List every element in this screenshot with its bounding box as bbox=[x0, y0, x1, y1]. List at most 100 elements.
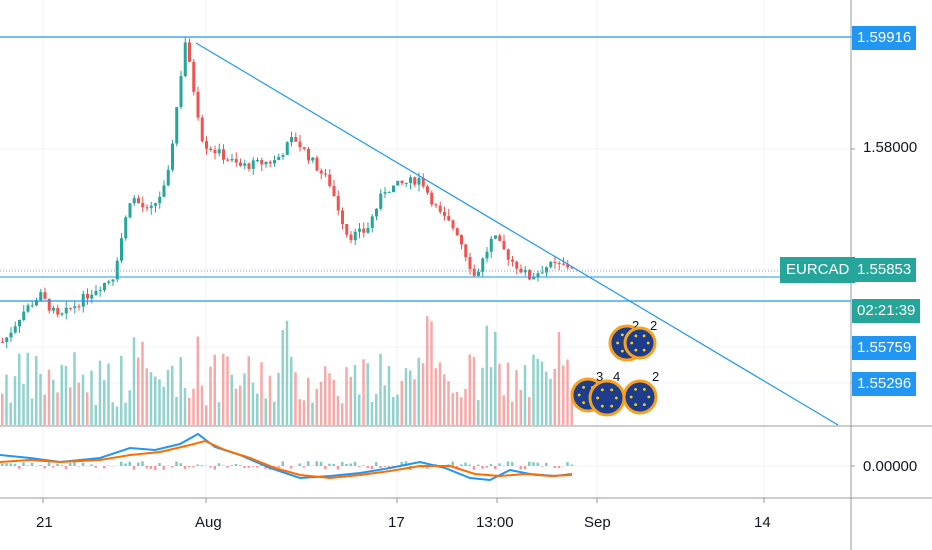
volume-bar bbox=[183, 388, 187, 425]
volume-bar bbox=[519, 389, 522, 425]
candle-body bbox=[47, 298, 51, 311]
volume-bar bbox=[349, 376, 352, 425]
volume-bar bbox=[69, 387, 72, 425]
volume-bar bbox=[460, 397, 463, 425]
volume-bar bbox=[447, 381, 450, 425]
macd-histogram-bar bbox=[149, 466, 153, 469]
flag-star-icon bbox=[643, 403, 646, 407]
economic-event-icon bbox=[588, 379, 626, 417]
macd-histogram-bar bbox=[141, 461, 144, 466]
volume-bar bbox=[60, 364, 63, 425]
macd-histogram-bar bbox=[64, 466, 68, 470]
volume-bar bbox=[536, 358, 539, 425]
candle-body bbox=[540, 272, 544, 274]
candle-body bbox=[451, 220, 455, 229]
candle-body bbox=[9, 332, 13, 338]
macd-histogram-bar bbox=[383, 466, 386, 467]
price-tag-level-2: 1.55759 bbox=[852, 336, 917, 360]
event-count-label: 2 bbox=[652, 369, 659, 384]
macd-histogram-bar bbox=[234, 463, 238, 466]
candle-body bbox=[562, 263, 565, 265]
macd-histogram-bar bbox=[557, 466, 561, 469]
macd-histogram-bar bbox=[302, 466, 306, 468]
volume-bar bbox=[162, 386, 165, 425]
macd-histogram-bar bbox=[332, 463, 335, 466]
volume-bar bbox=[290, 356, 293, 425]
macd-histogram-bar bbox=[532, 462, 535, 466]
macd-histogram-bar bbox=[18, 466, 21, 469]
macd-histogram-bar bbox=[349, 463, 352, 466]
candle-body bbox=[39, 292, 43, 301]
macd-histogram-bar bbox=[132, 466, 136, 470]
volume-bar bbox=[298, 399, 301, 425]
candle-body bbox=[409, 177, 412, 183]
flag-star-icon bbox=[643, 387, 646, 391]
candle-body bbox=[264, 161, 268, 165]
candle-body bbox=[30, 305, 34, 307]
macd-histogram-bar bbox=[426, 466, 429, 469]
macd-histogram-bar bbox=[243, 466, 246, 468]
volume-bar bbox=[366, 363, 369, 425]
candle-body bbox=[77, 306, 81, 308]
candle-body bbox=[90, 294, 94, 299]
flag-star-icon bbox=[634, 348, 638, 352]
candle-body bbox=[188, 42, 191, 62]
candle-body bbox=[196, 91, 200, 118]
volume-bar bbox=[434, 368, 437, 425]
candle-body bbox=[345, 224, 349, 235]
candle-body bbox=[387, 192, 391, 194]
volume-bar bbox=[26, 352, 29, 425]
volume-bar bbox=[273, 401, 276, 425]
candle-body bbox=[472, 268, 476, 276]
candle-body bbox=[413, 177, 417, 185]
volume-bar bbox=[188, 398, 191, 425]
candle-body bbox=[549, 261, 553, 268]
macd-histogram-bar bbox=[39, 464, 42, 466]
volume-bar bbox=[256, 393, 259, 425]
macd-histogram-bar bbox=[1, 463, 4, 466]
volume-bar bbox=[47, 369, 51, 425]
candle-body bbox=[506, 249, 510, 260]
macd-histogram-bar bbox=[47, 462, 51, 466]
volume-bar bbox=[392, 396, 395, 425]
macd-histogram-bar bbox=[56, 463, 59, 466]
flag-star-icon bbox=[620, 349, 624, 353]
event-count-label: 4 bbox=[613, 369, 620, 384]
candle-body bbox=[370, 216, 374, 228]
macd-histogram-bar bbox=[9, 463, 12, 466]
candle-body bbox=[498, 235, 502, 241]
candle-body bbox=[404, 182, 408, 184]
candle-body bbox=[489, 238, 493, 252]
candle-body bbox=[273, 160, 276, 164]
macd-histogram-bar bbox=[128, 461, 131, 466]
candle-body bbox=[328, 174, 332, 187]
candle-body bbox=[494, 235, 497, 239]
volume-bar bbox=[196, 336, 199, 425]
candle-body bbox=[69, 307, 72, 309]
macd-histogram-bar bbox=[358, 466, 361, 467]
candle-body bbox=[120, 238, 123, 261]
volume-bar bbox=[98, 360, 102, 425]
event-count-label: 2 bbox=[632, 318, 639, 333]
macd-histogram-bar bbox=[345, 463, 348, 466]
candle-body bbox=[149, 205, 153, 208]
volume-bar bbox=[404, 368, 408, 425]
candle-body bbox=[98, 290, 102, 292]
volume-bar bbox=[56, 392, 59, 425]
time-tick-aug: Aug bbox=[195, 514, 222, 531]
macd-histogram-bar bbox=[5, 463, 8, 466]
volume-bar bbox=[103, 380, 106, 425]
volume-bar bbox=[1, 393, 4, 425]
candle-body bbox=[175, 107, 179, 144]
volume-bar bbox=[387, 365, 391, 425]
volume-bar bbox=[90, 370, 93, 425]
macd-histogram-bar bbox=[460, 464, 463, 466]
candle-body bbox=[64, 307, 68, 314]
candle-body bbox=[324, 173, 327, 175]
candle-body bbox=[362, 228, 366, 233]
candle-body bbox=[107, 281, 111, 283]
volume-bar bbox=[43, 394, 46, 425]
volume-bar bbox=[324, 366, 327, 425]
macd-histogram-bar bbox=[319, 461, 323, 466]
candle-body bbox=[477, 271, 480, 276]
